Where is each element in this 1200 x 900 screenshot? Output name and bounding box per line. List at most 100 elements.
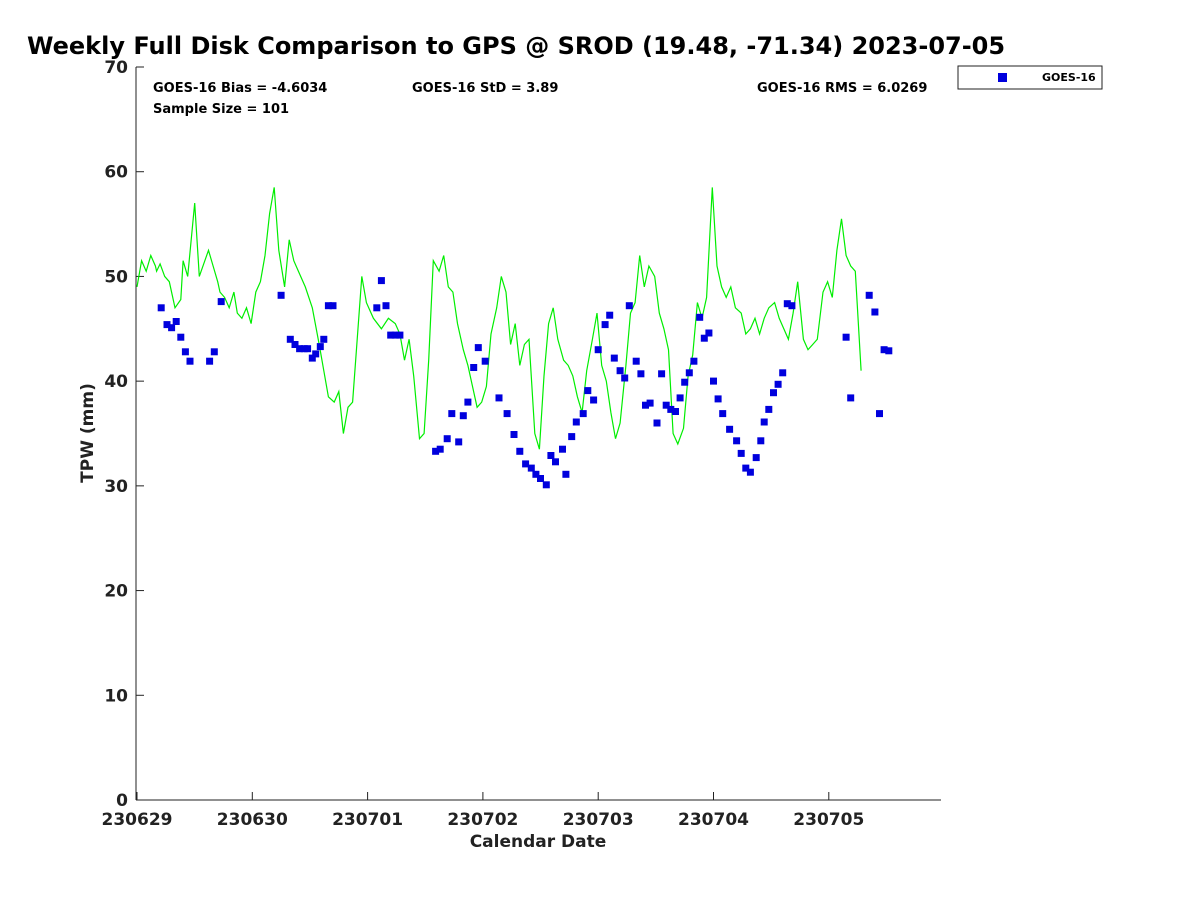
goes-point: [765, 405, 773, 413]
goes-point: [710, 377, 717, 385]
goes-point: [286, 335, 294, 343]
goes-point: [316, 343, 324, 351]
goes-point: [774, 380, 782, 388]
goes-point: [783, 300, 791, 308]
x-tick-label: 230704: [678, 810, 749, 830]
goes-point: [662, 401, 670, 409]
y-axis-label: TPW (mm): [78, 383, 98, 483]
goes-series: [157, 277, 893, 489]
goes-point: [719, 410, 727, 418]
goes-point: [625, 302, 633, 310]
goes-point: [168, 324, 176, 332]
chart-title: Weekly Full Disk Comparison to GPS @ SRO…: [27, 32, 1005, 60]
goes-point: [296, 345, 304, 353]
goes-point: [842, 333, 850, 341]
goes-point: [885, 347, 893, 355]
goes-point: [277, 291, 285, 299]
goes-point: [742, 464, 750, 472]
goes-point: [532, 470, 540, 478]
x-ticks: 230629 230630 230701 230702 230703 230704 2307…: [102, 792, 864, 830]
goes-point: [436, 445, 444, 453]
goes-point: [726, 425, 734, 433]
goes-point: [464, 398, 472, 406]
goes-point: [779, 369, 787, 377]
goes-point: [714, 395, 722, 403]
goes-point: [455, 438, 463, 446]
y-tick-label: 50: [104, 267, 128, 287]
y-tick-label: 60: [104, 163, 128, 183]
goes-point: [676, 394, 684, 402]
goes-point: [377, 277, 385, 285]
legend: GOES-16: [957, 65, 1103, 90]
goes-point: [621, 374, 629, 382]
goes-point: [610, 354, 618, 362]
goes-point: [448, 410, 456, 418]
rms-stat: GOES-16 RMS = 6.0269: [757, 81, 927, 96]
goes-point: [746, 468, 754, 476]
goes-point: [760, 418, 768, 426]
goes-point: [510, 431, 518, 438]
goes-point: [572, 418, 580, 426]
goes-point: [865, 291, 873, 299]
x-tick-label: 230629: [102, 810, 173, 830]
goes-point: [876, 410, 883, 418]
goes-point: [584, 387, 592, 395]
goes-point: [527, 464, 535, 472]
goes-point: [382, 302, 390, 310]
y-tick-label: 70: [104, 58, 128, 78]
goes-point: [312, 350, 320, 358]
goes-point: [547, 452, 555, 459]
goes-point: [601, 321, 609, 329]
goes-point: [579, 410, 587, 418]
goes-point: [210, 348, 218, 356]
goes-point: [733, 437, 741, 445]
x-axis-label: Calendar Date: [470, 832, 607, 852]
goes-point: [681, 378, 689, 386]
goes-point: [304, 345, 312, 353]
goes-point: [847, 394, 855, 402]
goes-point: [788, 302, 796, 310]
goes-point: [646, 399, 654, 407]
goes-point: [658, 370, 666, 378]
gps-series: [136, 187, 862, 450]
goes-point: [594, 346, 602, 354]
x-tick-label: 230702: [447, 810, 518, 830]
goes-point: [387, 331, 395, 339]
goes-point: [552, 458, 559, 466]
goes-point: [700, 334, 708, 342]
goes-point: [495, 394, 503, 402]
x-tick-label: 230630: [217, 810, 288, 830]
goes-point: [443, 435, 451, 443]
plot-axes: [135, 67, 941, 801]
y-tick-label: 20: [104, 582, 128, 602]
goes-point: [474, 344, 482, 352]
goes-point: [568, 433, 576, 441]
goes-point: [542, 481, 550, 489]
goes-point: [685, 369, 693, 377]
goes-point: [871, 308, 879, 316]
legend-box: [957, 65, 1103, 90]
goes-point: [206, 357, 214, 365]
goes-point: [637, 370, 645, 378]
goes-point: [432, 447, 440, 455]
plot-area: [136, 67, 941, 800]
goes-point: [459, 412, 467, 420]
x-tick-label: 230703: [563, 810, 634, 830]
goes-point: [186, 357, 194, 365]
y-ticks: 0 10 20 30 40 50 60 70: [104, 58, 144, 811]
goes-point: [642, 401, 649, 409]
goes-point: [653, 419, 661, 427]
goes-point: [503, 410, 511, 418]
goes-point: [516, 447, 524, 455]
goes-point: [606, 311, 614, 319]
goes-point: [396, 331, 404, 339]
goes-point: [308, 354, 316, 362]
goes-point: [481, 357, 489, 365]
goes-point: [770, 389, 777, 397]
legend-label: GOES-16: [1042, 71, 1096, 84]
y-tick-label: 30: [104, 477, 128, 497]
y-tick-label: 10: [104, 686, 128, 706]
y-tick-label: 40: [104, 372, 128, 392]
goes-point: [562, 470, 570, 478]
